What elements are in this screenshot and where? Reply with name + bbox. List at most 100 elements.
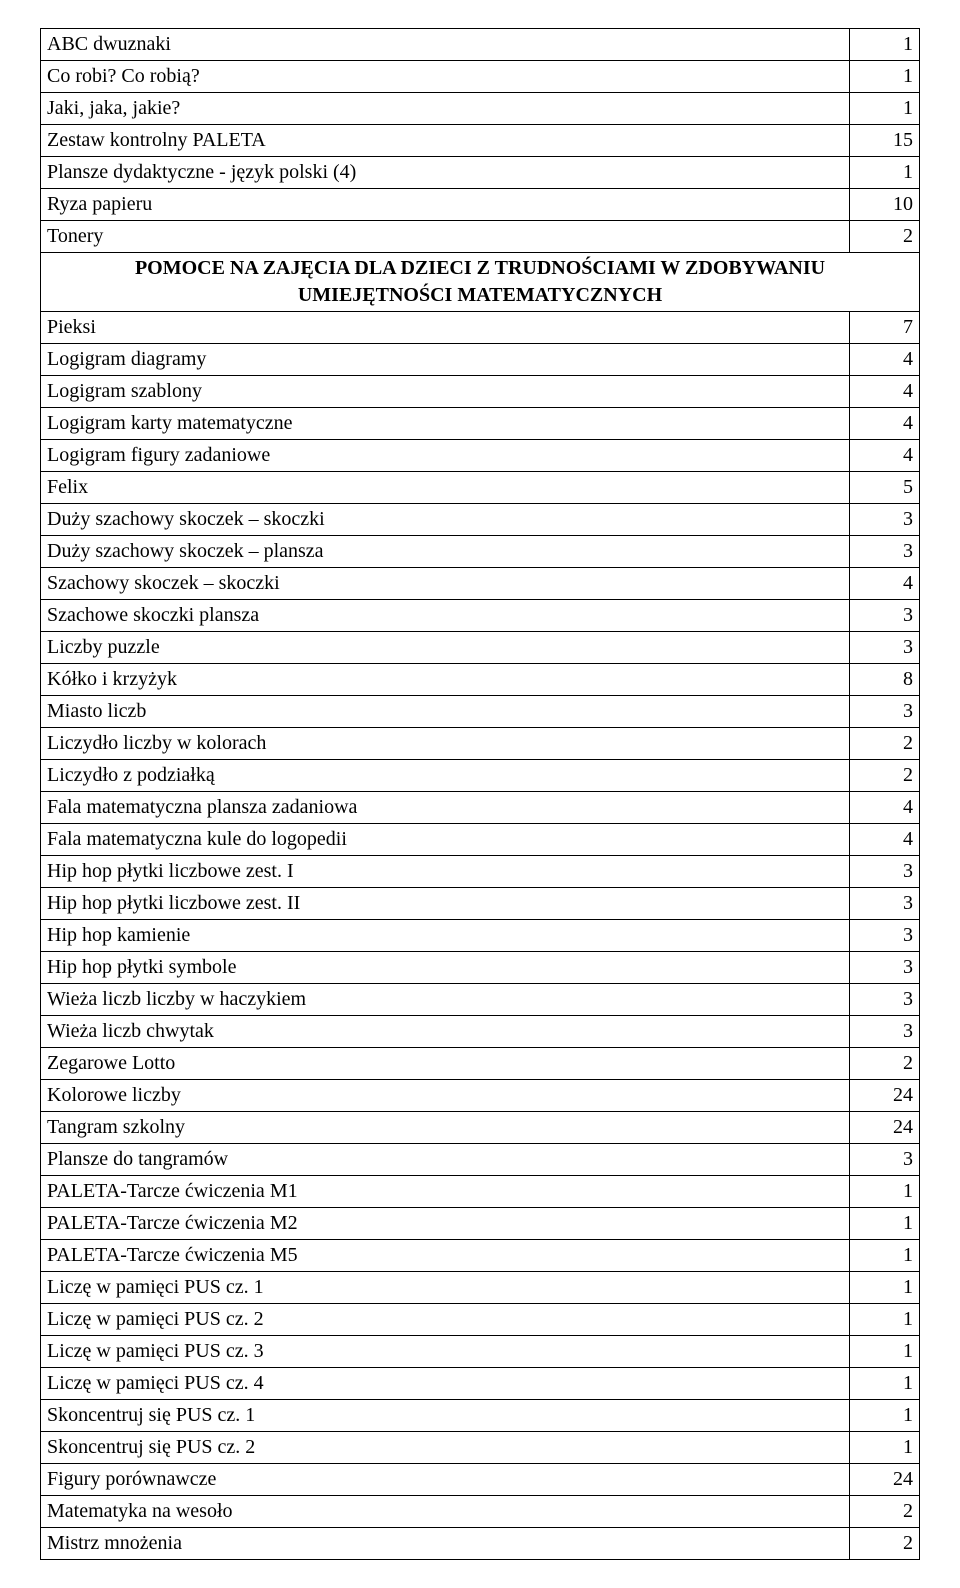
table-row: PALETA-Tarcze ćwiczenia M11: [41, 1176, 920, 1208]
item-name-cell: Figury porównawcze: [41, 1464, 850, 1496]
item-value-cell: 2: [849, 760, 919, 792]
item-name-cell: PALETA-Tarcze ćwiczenia M1: [41, 1176, 850, 1208]
table-row: Hip hop kamienie3: [41, 920, 920, 952]
item-value-cell: 3: [849, 952, 919, 984]
table-row: Fala matematyczna kule do logopedii4: [41, 824, 920, 856]
item-name-cell: Hip hop kamienie: [41, 920, 850, 952]
item-name-cell: Skoncentruj się PUS cz. 1: [41, 1400, 850, 1432]
item-value-cell: 1: [849, 1432, 919, 1464]
item-value-cell: 3: [849, 920, 919, 952]
item-name-cell: ABC dwuznaki: [41, 29, 850, 61]
item-value-cell: 3: [849, 632, 919, 664]
item-value-cell: 3: [849, 1016, 919, 1048]
item-value-cell: 8: [849, 664, 919, 696]
item-name-cell: Logigram diagramy: [41, 344, 850, 376]
item-name-cell: Hip hop płytki liczbowe zest. I: [41, 856, 850, 888]
item-name-cell: PALETA-Tarcze ćwiczenia M2: [41, 1208, 850, 1240]
table-row: Jaki, jaka, jakie?1: [41, 93, 920, 125]
item-value-cell: 4: [849, 440, 919, 472]
section-header-cell: POMOCE NA ZAJĘCIA DLA DZIECI Z TRUDNOŚCI…: [41, 253, 920, 312]
table-row: Zestaw kontrolny PALETA15: [41, 125, 920, 157]
item-value-cell: 3: [849, 984, 919, 1016]
item-name-cell: Wieża liczb liczby w haczykiem: [41, 984, 850, 1016]
item-name-cell: Pieksi: [41, 312, 850, 344]
table-row: ABC dwuznaki1: [41, 29, 920, 61]
table-row: Wieża liczb liczby w haczykiem3: [41, 984, 920, 1016]
item-value-cell: 1: [849, 93, 919, 125]
table-row: Liczę w pamięci PUS cz. 21: [41, 1304, 920, 1336]
table-row: Pieksi7: [41, 312, 920, 344]
item-name-cell: Tonery: [41, 221, 850, 253]
item-value-cell: 10: [849, 189, 919, 221]
table-row: Zegarowe Lotto2: [41, 1048, 920, 1080]
item-value-cell: 1: [849, 1240, 919, 1272]
table-row: Ryza papieru10: [41, 189, 920, 221]
table-row: Figury porównawcze24: [41, 1464, 920, 1496]
table-row: Tangram szkolny24: [41, 1112, 920, 1144]
item-value-cell: 4: [849, 376, 919, 408]
item-name-cell: Fala matematyczna plansza zadaniowa: [41, 792, 850, 824]
table-row: Duży szachowy skoczek – plansza3: [41, 536, 920, 568]
table-row: Liczę w pamięci PUS cz. 11: [41, 1272, 920, 1304]
table-row: Hip hop płytki liczbowe zest. II3: [41, 888, 920, 920]
table-row: PALETA-Tarcze ćwiczenia M51: [41, 1240, 920, 1272]
items-table: ABC dwuznaki1Co robi? Co robią?1Jaki, ja…: [40, 28, 920, 1560]
item-value-cell: 24: [849, 1112, 919, 1144]
item-value-cell: 3: [849, 1144, 919, 1176]
table-row: Plansze dydaktyczne - język polski (4)1: [41, 157, 920, 189]
item-value-cell: 1: [849, 1400, 919, 1432]
item-value-cell: 1: [849, 1336, 919, 1368]
item-name-cell: Zestaw kontrolny PALETA: [41, 125, 850, 157]
table-row: Mistrz mnożenia2: [41, 1528, 920, 1560]
item-name-cell: Duży szachowy skoczek – plansza: [41, 536, 850, 568]
table-row: Liczydło z podziałką2: [41, 760, 920, 792]
table-row: Szachowe skoczki plansza3: [41, 600, 920, 632]
item-name-cell: Liczydło z podziałką: [41, 760, 850, 792]
table-row: Logigram szablony4: [41, 376, 920, 408]
table-row: Hip hop płytki symbole3: [41, 952, 920, 984]
item-value-cell: 2: [849, 1528, 919, 1560]
item-value-cell: 3: [849, 504, 919, 536]
item-value-cell: 2: [849, 1048, 919, 1080]
item-name-cell: Miasto liczb: [41, 696, 850, 728]
item-value-cell: 24: [849, 1464, 919, 1496]
table-row: Co robi? Co robią?1: [41, 61, 920, 93]
item-name-cell: Ryza papieru: [41, 189, 850, 221]
item-value-cell: 4: [849, 824, 919, 856]
item-name-cell: Logigram figury zadaniowe: [41, 440, 850, 472]
item-name-cell: Plansze do tangramów: [41, 1144, 850, 1176]
item-name-cell: Szachowy skoczek – skoczki: [41, 568, 850, 600]
table-row: Skoncentruj się PUS cz. 11: [41, 1400, 920, 1432]
table-row: Felix5: [41, 472, 920, 504]
table-row: Liczę w pamięci PUS cz. 31: [41, 1336, 920, 1368]
item-value-cell: 1: [849, 1208, 919, 1240]
item-name-cell: Plansze dydaktyczne - język polski (4): [41, 157, 850, 189]
item-value-cell: 2: [849, 1496, 919, 1528]
table-row: Logigram karty matematyczne4: [41, 408, 920, 440]
table-row: Kółko i krzyżyk8: [41, 664, 920, 696]
table-row: Liczby puzzle3: [41, 632, 920, 664]
item-name-cell: Liczę w pamięci PUS cz. 2: [41, 1304, 850, 1336]
item-name-cell: Fala matematyczna kule do logopedii: [41, 824, 850, 856]
item-value-cell: 1: [849, 1368, 919, 1400]
item-value-cell: 2: [849, 728, 919, 760]
item-name-cell: Duży szachowy skoczek – skoczki: [41, 504, 850, 536]
item-name-cell: Skoncentruj się PUS cz. 2: [41, 1432, 850, 1464]
item-value-cell: 4: [849, 792, 919, 824]
table-row: Skoncentruj się PUS cz. 21: [41, 1432, 920, 1464]
table-row: Plansze do tangramów3: [41, 1144, 920, 1176]
table-row: Liczę w pamięci PUS cz. 41: [41, 1368, 920, 1400]
item-name-cell: Liczę w pamięci PUS cz. 3: [41, 1336, 850, 1368]
item-value-cell: 2: [849, 221, 919, 253]
item-name-cell: Kolorowe liczby: [41, 1080, 850, 1112]
item-value-cell: 4: [849, 344, 919, 376]
item-name-cell: Liczydło liczby w kolorach: [41, 728, 850, 760]
item-value-cell: 1: [849, 61, 919, 93]
item-name-cell: PALETA-Tarcze ćwiczenia M5: [41, 1240, 850, 1272]
table-row: Logigram diagramy4: [41, 344, 920, 376]
item-name-cell: Liczę w pamięci PUS cz. 1: [41, 1272, 850, 1304]
item-value-cell: 1: [849, 1176, 919, 1208]
item-name-cell: Matematyka na wesoło: [41, 1496, 850, 1528]
item-name-cell: Felix: [41, 472, 850, 504]
item-name-cell: Szachowe skoczki plansza: [41, 600, 850, 632]
